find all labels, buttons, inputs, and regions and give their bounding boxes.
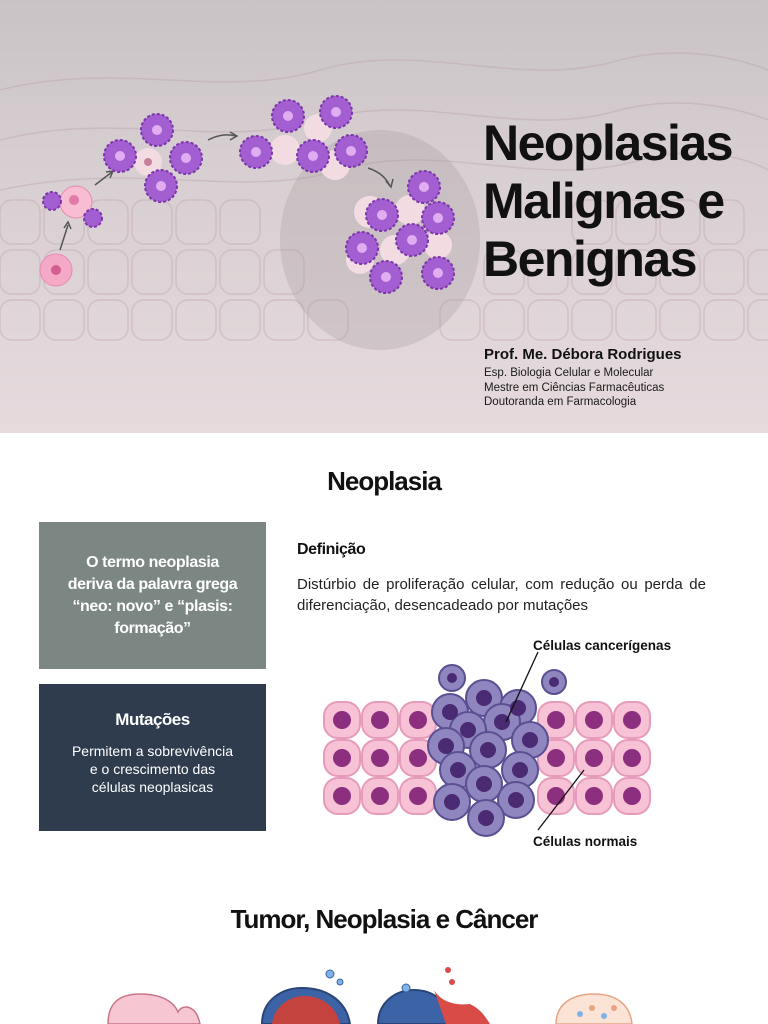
pointer-lines [505,651,585,831]
mutations-text: Permitem a sobrevivência e o crescimento… [71,743,234,795]
hero-title-line: Neoplasias [483,115,734,171]
credential-line: Doutoranda em Farmacologia [484,396,637,408]
author-block: Prof. Me. Débora Rodrigues Esp. Biologia… [484,346,764,410]
origin-box: O termo neoplasia deriva da palavra greg… [39,522,266,669]
definition-text: Distúrbio de proliferação celular, com r… [297,576,706,614]
normal-cells [323,701,651,815]
benign-tumor-icon [107,993,201,1024]
definition-title: Definição [297,541,366,558]
hero-title-line: Benignas [483,231,698,287]
origin-text: O termo neoplasia deriva da palavra greg… [67,553,238,637]
mutations-box: Mutações Permitem a sobrevivência e o cr… [39,684,266,831]
tumour-cell-group [42,95,455,294]
section-heading-tumor: Tumor, Neoplasia e Câncer [230,904,539,934]
mutations-title: Mutações [115,710,190,729]
tissue-row [0,299,768,341]
credential-line: Esp. Biologia Celular e Molecular [484,367,654,379]
hero-title-line: Malignas e [483,173,725,229]
cancer-cells [427,664,567,837]
cells-diagram [323,651,651,837]
hero-title: Neoplasias Malignas e Benignas [483,114,763,288]
hero-banner: Neoplasias Malignas e Benignas Prof. Me.… [0,0,768,433]
tumor-illustrations [107,967,633,1024]
hero-illustration [0,52,768,350]
label-normal-cells: Células normais [533,834,638,849]
cell-mass-icon [555,993,633,1024]
progression-arrows [59,131,394,251]
label-cancer-cells: Células cancerígenas [533,638,672,653]
section-heading-neoplasia: Neoplasia [327,466,442,496]
metastasis-icon [376,967,490,1024]
malignant-tumor-icon [260,969,352,1024]
author-name: Prof. Me. Débora Rodrigues [484,346,682,363]
credential-line: Mestre em Ciências Farmacêuticas [484,381,665,394]
